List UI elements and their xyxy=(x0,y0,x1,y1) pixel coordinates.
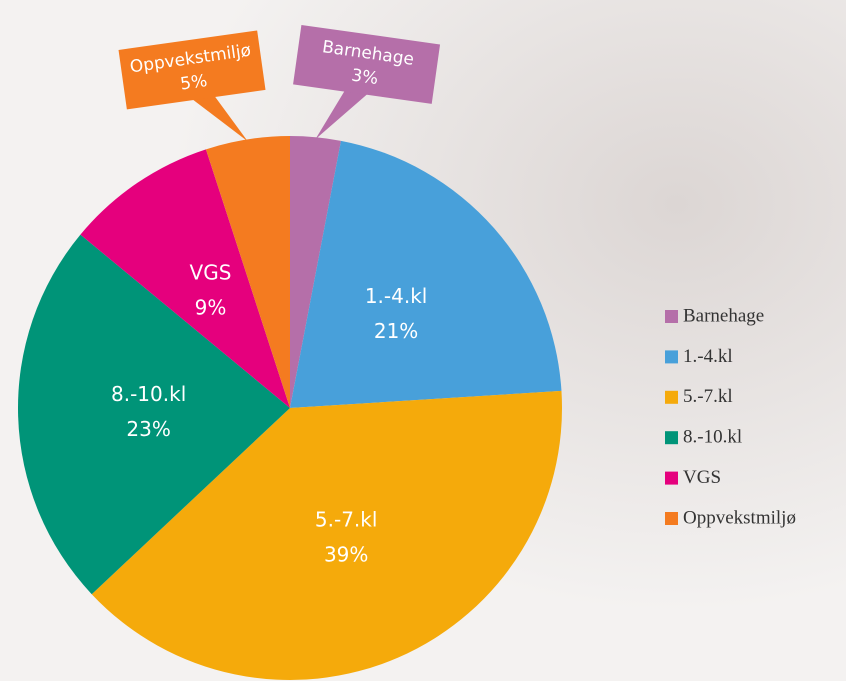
slice-value: 21% xyxy=(374,319,418,343)
legend-swatch xyxy=(665,390,678,404)
legend-swatch xyxy=(665,350,678,364)
legend-swatch xyxy=(665,310,678,323)
legend-swatch xyxy=(665,471,678,485)
legend-swatch xyxy=(665,512,678,525)
pie-slice xyxy=(80,149,290,408)
legend-label: Oppvekstmiljø xyxy=(683,507,796,528)
legend-label: 8.-10.kl xyxy=(683,427,742,448)
pie-slice xyxy=(290,136,341,408)
slice-label: 8.-10.kl xyxy=(111,382,186,406)
slice-label: 1.-4.kl xyxy=(365,284,428,308)
slice-value: 9% xyxy=(195,296,227,320)
legend-label: VGS xyxy=(683,467,721,488)
callout-rect xyxy=(118,30,266,110)
callout-rect xyxy=(293,24,441,104)
slice-value: 3% xyxy=(350,66,380,90)
legend: Barnehage 1.-4.kl 5.-7.kl 8.-10.kl VGS Oppvek… xyxy=(665,305,796,528)
pie-slice xyxy=(91,390,563,681)
pie-slice xyxy=(17,234,290,595)
legend-label: 1.-4.kl xyxy=(683,346,733,367)
callout-pointer xyxy=(315,84,379,140)
legend-label: Barnehage xyxy=(683,305,764,326)
callout-pointer xyxy=(180,89,248,142)
slice-label: VGS xyxy=(190,261,232,285)
slice-value: 39% xyxy=(324,542,368,566)
pie-slice xyxy=(205,136,290,408)
legend-swatch xyxy=(665,431,678,445)
pie-slice xyxy=(290,140,562,408)
slice-value: 23% xyxy=(126,417,170,441)
legend-label: 5.-7.kl xyxy=(683,386,733,407)
slice-label: 5.-7.kl xyxy=(315,507,378,531)
slice-value: 5% xyxy=(179,71,209,95)
